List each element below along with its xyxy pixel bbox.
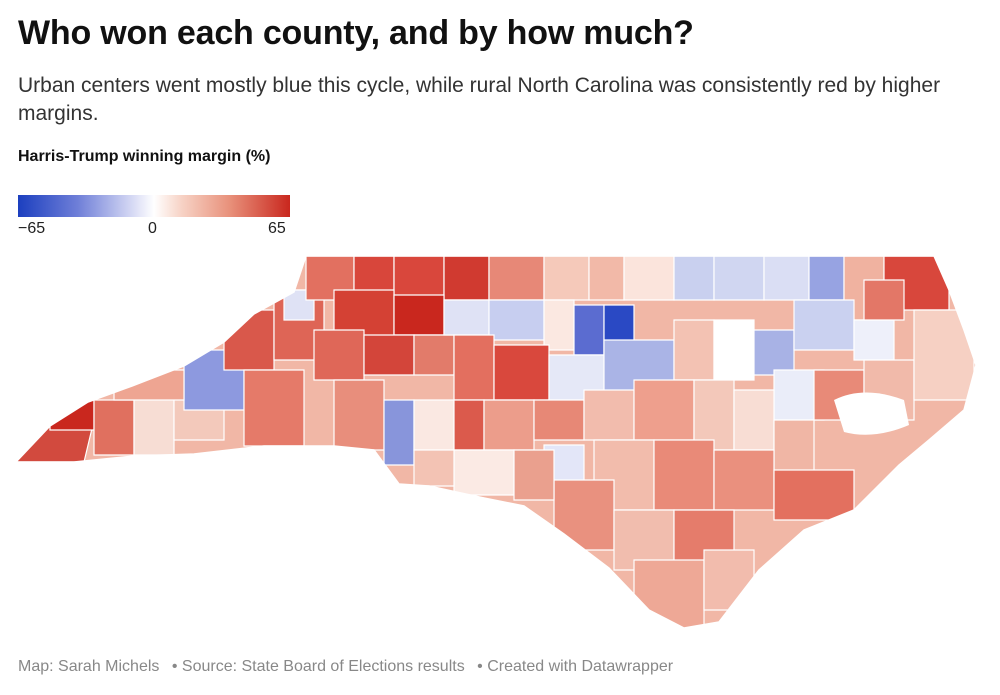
legend-mid-label: 0	[148, 220, 157, 237]
footer-tool: • Created with Datawrapper	[477, 658, 674, 675]
legend-title: Harris-Trump winning margin (%)	[18, 148, 271, 165]
footer-source: • Source: State Board of Elections resul…	[171, 658, 465, 675]
county-montgomery	[483, 399, 535, 451]
county-iredell	[413, 334, 455, 376]
county-robeson	[553, 479, 615, 551]
legend-min-label: −65	[18, 220, 46, 237]
county-guilford	[488, 299, 545, 341]
county-forsyth	[443, 299, 490, 336]
county-stanly	[453, 399, 485, 451]
county-randolph	[493, 344, 550, 401]
county-anson	[453, 449, 515, 496]
county-harnett	[583, 389, 635, 441]
state-outline	[14, 255, 977, 629]
county-orange	[573, 304, 605, 356]
legend-max-label: 65	[268, 220, 286, 237]
county-nash	[713, 319, 755, 381]
county-franklin	[673, 319, 715, 381]
county-person	[588, 256, 625, 301]
county-stokes	[443, 256, 490, 301]
county-map	[14, 255, 977, 629]
county-warren	[713, 256, 765, 301]
county-halifax	[763, 256, 810, 301]
county-alexander	[363, 334, 415, 376]
county-granville	[623, 256, 675, 301]
county-onslow	[713, 449, 775, 511]
county-northampton	[808, 256, 845, 301]
county-greene	[733, 389, 775, 451]
county-lincoln	[333, 379, 385, 451]
county-vance	[673, 256, 715, 301]
footer-credit: Map: Sarah Michels	[18, 658, 160, 675]
county-mecklenburg	[383, 399, 415, 466]
county-duplin	[653, 439, 715, 511]
county-alamance	[543, 299, 575, 351]
county-rockingham	[488, 256, 545, 301]
county-moore	[533, 399, 585, 441]
chart-subtitle: Urban centers went mostly blue this cycl…	[18, 74, 941, 125]
county-caswell	[543, 256, 590, 301]
footer: Map: Sarah Michels • Source: State Board…	[18, 658, 681, 676]
county-dare	[913, 309, 975, 401]
county-shapes	[16, 256, 976, 628]
chart-title: Who won each county, and by how much?	[18, 14, 694, 52]
county-scotland	[513, 449, 555, 501]
county-surry	[393, 256, 445, 301]
county-johnston	[633, 379, 695, 441]
county-washington	[853, 319, 895, 361]
county-cabarrus	[413, 399, 455, 451]
county-davie	[453, 334, 495, 401]
county-yadkin	[393, 294, 445, 336]
county-macon	[93, 399, 135, 456]
county-new-hanover	[703, 549, 755, 611]
legend-color-scale	[18, 195, 290, 217]
county-bertie	[793, 299, 855, 351]
county-caldwell	[313, 329, 365, 381]
county-union	[413, 449, 455, 487]
county-rutherford	[243, 369, 305, 447]
pamlico-sound	[834, 392, 909, 435]
county-carteret	[773, 469, 855, 521]
county-gates	[863, 279, 905, 321]
county-haywood	[113, 369, 185, 401]
county-edgecombe	[753, 329, 795, 376]
